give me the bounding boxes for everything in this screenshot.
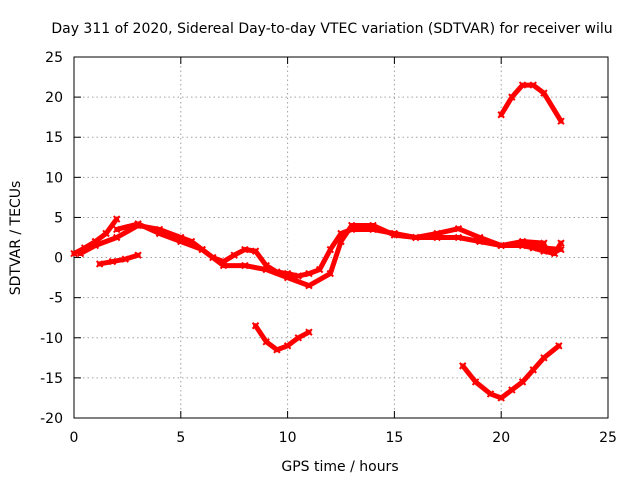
- data-point: [155, 229, 164, 238]
- data-point: [497, 394, 505, 402]
- data-point: [557, 239, 565, 247]
- data-point: [540, 354, 548, 362]
- data-point: [347, 221, 356, 230]
- data-point: [177, 237, 185, 246]
- data-point: [433, 229, 441, 238]
- series-line: [97, 252, 141, 267]
- data-point: [283, 273, 292, 282]
- data-point: [241, 261, 249, 270]
- data-point: [497, 111, 505, 119]
- y-tick-label: -10: [40, 331, 63, 347]
- data-point: [108, 257, 117, 266]
- data-point: [305, 269, 313, 278]
- data-point: [326, 245, 335, 254]
- y-tick-label: 15: [45, 130, 63, 146]
- chart-title: Day 311 of 2020, Sidereal Day-to-day VTE…: [51, 21, 612, 37]
- data-point: [121, 255, 129, 263]
- data-point: [251, 247, 260, 255]
- y-axis-label: SDTVAR / TECUs: [8, 181, 24, 296]
- x-tick-label: 15: [385, 430, 403, 446]
- data-point: [518, 241, 527, 250]
- data-point: [555, 342, 563, 350]
- data-point: [557, 117, 565, 125]
- y-tick-label: -15: [40, 371, 63, 387]
- x-axis-label: GPS time / hours: [281, 459, 398, 475]
- data-point: [305, 281, 313, 290]
- series-line: [498, 82, 564, 124]
- x-tick-label: 25: [599, 430, 617, 446]
- data-point: [326, 269, 335, 278]
- y-tick-label: 10: [45, 170, 63, 186]
- data-point: [241, 245, 249, 254]
- data-point: [219, 261, 228, 270]
- data-point: [459, 362, 467, 370]
- data-point: [95, 260, 104, 268]
- data-point: [305, 328, 313, 336]
- y-tick-label: 25: [45, 50, 63, 66]
- data-point: [550, 249, 559, 258]
- y-tick-label: 0: [54, 251, 63, 267]
- series-line: [71, 216, 120, 257]
- data-point: [134, 220, 142, 228]
- data-point: [315, 265, 324, 274]
- data-point: [113, 215, 121, 223]
- data-point: [337, 237, 345, 246]
- data-point: [518, 81, 527, 89]
- data-points: [70, 81, 565, 402]
- data-point: [518, 378, 527, 386]
- data-point: [471, 378, 480, 386]
- data-point: [529, 366, 537, 374]
- data-point: [508, 93, 516, 101]
- y-tick-label: -5: [49, 291, 63, 307]
- data-point: [529, 244, 537, 252]
- data-point: [454, 233, 463, 242]
- y-tick-label: 5: [54, 210, 63, 226]
- data-point: [294, 334, 302, 342]
- data-point: [76, 249, 85, 258]
- data-point: [230, 251, 238, 259]
- data-point: [102, 229, 110, 238]
- x-tick-label: 5: [176, 430, 185, 446]
- data-point: [283, 342, 292, 350]
- data-point: [273, 346, 281, 354]
- data-point: [540, 239, 548, 247]
- data-point: [390, 231, 399, 239]
- data-point: [294, 272, 302, 280]
- data-point: [486, 390, 495, 398]
- data-point: [497, 241, 505, 250]
- data-point: [262, 338, 270, 346]
- data-point: [113, 225, 121, 234]
- data-point: [70, 249, 78, 258]
- data-point: [540, 89, 548, 97]
- axis-ticks: 0 5 10 15 20 25 -20 -15 -10 -5 0 5 10 15 20 25: [40, 50, 617, 446]
- x-tick-label: 20: [492, 430, 510, 446]
- x-tick-label: 10: [279, 430, 297, 446]
- y-tick-label: 20: [45, 90, 63, 106]
- y-tick-label: -20: [40, 411, 63, 427]
- data-point: [113, 233, 121, 242]
- data-point: [198, 245, 206, 254]
- series-line: [114, 221, 547, 289]
- data-point: [262, 265, 270, 274]
- data-point: [91, 241, 100, 250]
- data-point: [529, 81, 537, 89]
- data-point: [412, 233, 420, 242]
- data-point: [454, 224, 463, 233]
- data-point: [476, 233, 484, 242]
- data-point: [134, 251, 142, 259]
- data-point: [508, 386, 516, 394]
- data-point: [369, 221, 377, 230]
- x-tick-label: 0: [70, 430, 79, 446]
- data-point: [251, 322, 260, 330]
- plot-frame: [73, 56, 609, 419]
- data-point: [540, 247, 548, 255]
